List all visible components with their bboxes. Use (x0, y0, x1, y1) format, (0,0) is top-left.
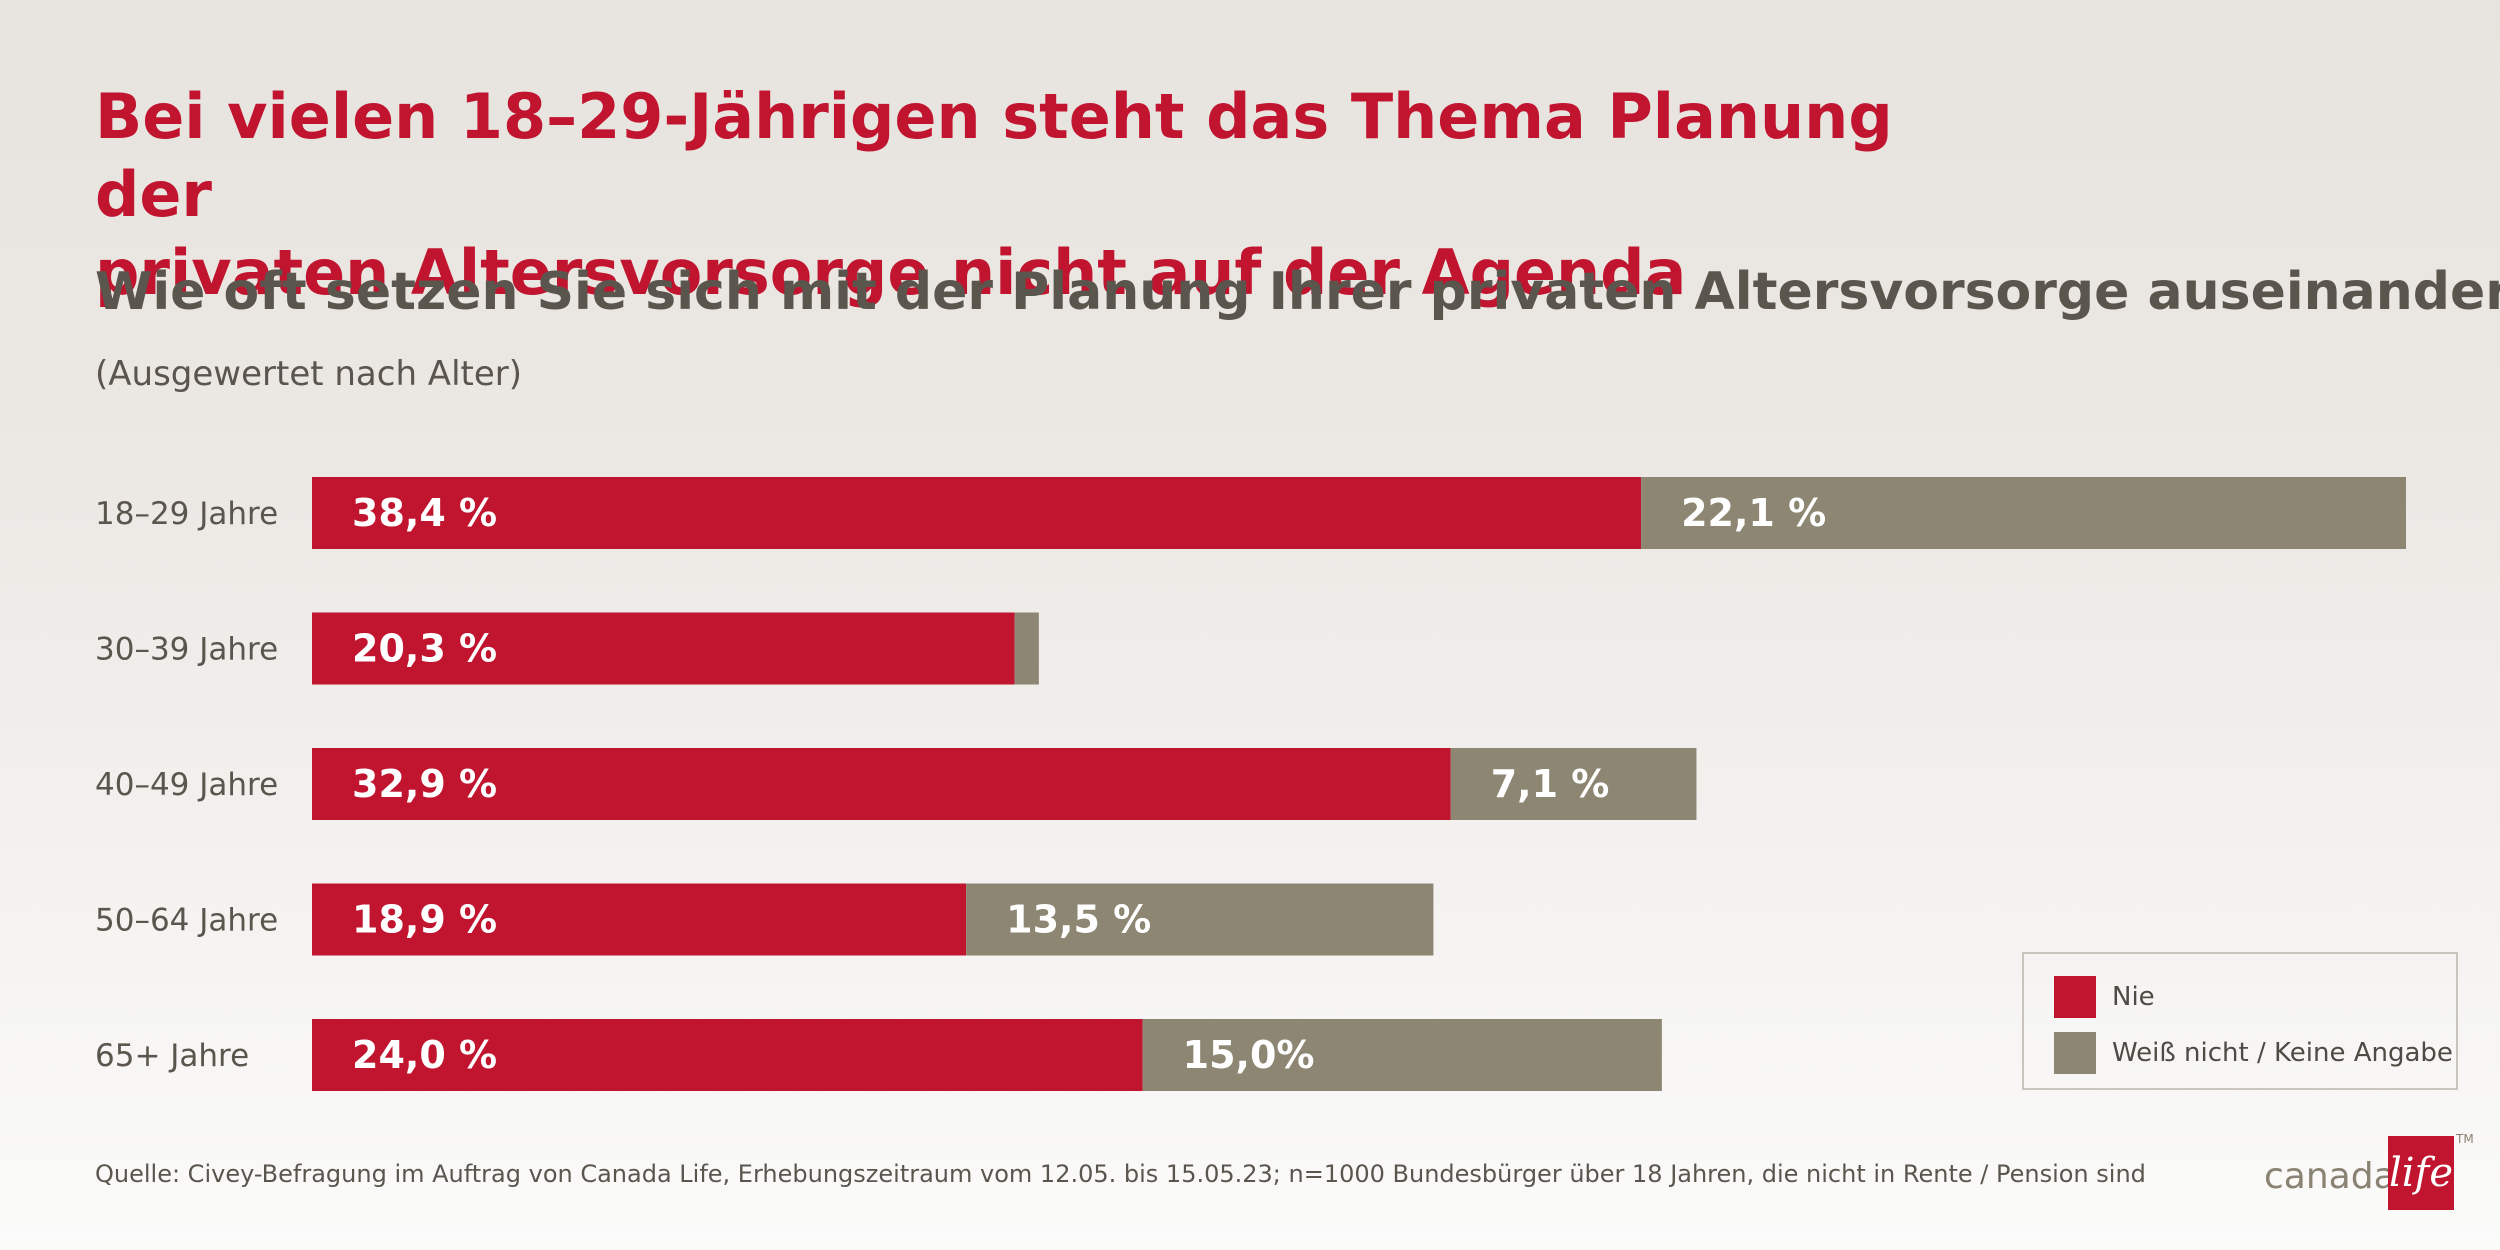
logo-trademark: TM (2456, 1132, 2474, 1146)
data-label-wei-nicht-keine-angabe-65-jahre: 15,0% (1183, 1033, 1315, 1077)
canada-life-logo: canada life TM (2264, 1132, 2474, 1210)
data-label-nie-18-29-jahre: 38,4 % (352, 491, 497, 535)
bar-nie-18-29-jahre (312, 477, 1642, 549)
bar-wei-nicht-keine-angabe-40-49-jahre (1450, 748, 1697, 820)
chart-title-line-2: privaten Altersvorsorge nicht auf der Ag… (95, 236, 1687, 309)
bar-wei-nicht-keine-angabe-18-29-jahre (1641, 477, 2406, 549)
chart-title: Bei vielen 18–29-Jährigen steht das Them… (95, 78, 1995, 312)
data-label-nie-50-64-jahre: 18,9 % (352, 898, 497, 942)
legend-swatch-weiss-nicht (2054, 1032, 2096, 1074)
data-label-nie-40-49-jahre: 32,9 % (352, 762, 497, 806)
chart-title-line-1: Bei vielen 18–29-Jährigen steht das Them… (95, 80, 1893, 231)
data-label-wei-nicht-keine-angabe-18-29-jahre: 22,1 % (1681, 491, 1826, 535)
chart-note: (Ausgewertet nach Alter) (95, 354, 523, 394)
legend-item-weiss-nicht: Weiß nicht / Keine Angabe (2054, 1032, 2453, 1074)
source-note: Quelle: Civey-Befragung im Auftrag von C… (95, 1160, 2146, 1188)
legend-item-nie: Nie (2054, 976, 2155, 1018)
data-label-nie-65-jahre: 24,0 % (352, 1033, 497, 1077)
category-label-65-jahre: 65+ Jahre (95, 1038, 249, 1074)
data-label-wei-nicht-keine-angabe-50-64-jahre: 13,5 % (1006, 898, 1151, 942)
logo-text: canada (2264, 1156, 2396, 1197)
bar-wei-nicht-keine-angabe-30-39-jahre (1014, 612, 1039, 685)
category-label-40-49-jahre: 40–49 Jahre (95, 767, 278, 803)
legend-label-weiss-nicht: Weiß nicht / Keine Angabe (2112, 1038, 2453, 1068)
category-label-30-39-jahre: 30–39 Jahre (95, 632, 278, 668)
legend-swatch-nie (2054, 976, 2096, 1018)
data-label-wei-nicht-keine-angabe-40-49-jahre: 7,1 % (1491, 762, 1610, 806)
bar-wei-nicht-keine-angabe-65-jahre (1142, 1019, 1662, 1091)
data-label-nie-30-39-jahre: 20,3 % (352, 627, 497, 671)
bar-nie-50-64-jahre (312, 883, 967, 956)
logo-box: life (2388, 1136, 2454, 1210)
bar-nie-65-jahre (312, 1019, 1143, 1091)
chart-subtitle: Wie oft setzen Sie sich mit der Planung … (95, 262, 2500, 322)
legend-label-nie: Nie (2112, 982, 2155, 1012)
legend: Nie Weiß nicht / Keine Angabe (2022, 952, 2458, 1090)
bar-wei-nicht-keine-angabe-50-64-jahre (966, 883, 1434, 956)
category-label-50-64-jahre: 50–64 Jahre (95, 903, 278, 939)
bar-nie-40-49-jahre (312, 748, 1451, 820)
bar-nie-30-39-jahre (312, 612, 1015, 685)
category-label-18-29-jahre: 18–29 Jahre (95, 496, 278, 532)
